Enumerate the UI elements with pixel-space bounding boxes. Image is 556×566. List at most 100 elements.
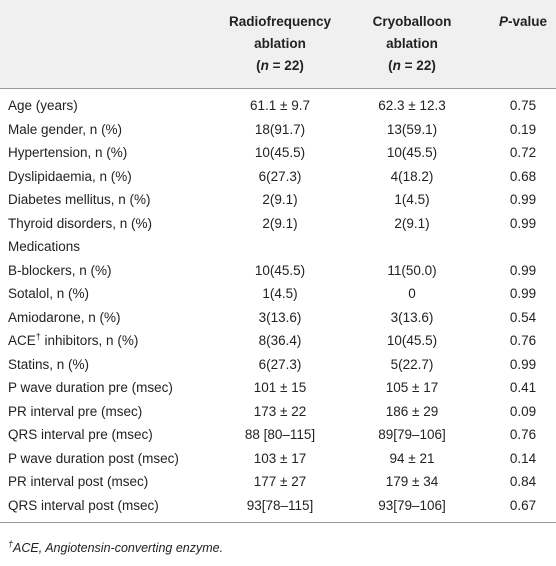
cell-value: 3(13.6) xyxy=(258,309,302,325)
cell-value: 10(45.5) xyxy=(386,333,438,348)
cell-value: 10(45.5) xyxy=(386,145,438,160)
cell-value: 103 ± 17 xyxy=(253,450,307,466)
label-text: Hypertension, n (%) xyxy=(8,145,128,160)
label-text: P wave duration pre (msec) xyxy=(8,380,173,395)
cell-value: 13(59.1) xyxy=(386,121,438,137)
cell-value: 2(9.1) xyxy=(262,215,298,231)
cell-value: 0.14 xyxy=(509,450,537,466)
row-label: Dyslipidaemia, n (%) xyxy=(8,168,132,186)
cell-value: 0.67 xyxy=(509,497,537,513)
cell-value: 8(36.4) xyxy=(258,333,302,348)
cell-value: 0.19 xyxy=(509,121,537,137)
row-label: QRS interval pre (msec) xyxy=(8,426,153,444)
cell-value: 105 ± 17 xyxy=(385,380,439,395)
label-text: Diabetes mellitus, n (%) xyxy=(8,192,151,207)
label-text: Amiodarone, n (%) xyxy=(8,309,121,325)
row-label: ACE† inhibitors, n (%) xyxy=(8,332,138,350)
cell-value: 0.72 xyxy=(509,145,537,160)
label-text: Medications xyxy=(8,239,81,254)
n-part: n xyxy=(392,58,401,73)
n-part: = 22) xyxy=(268,58,304,73)
cell-value: 2(9.1) xyxy=(394,215,430,231)
header-background xyxy=(0,0,556,89)
row-label: P wave duration pre (msec) xyxy=(8,379,173,397)
column-header: Radiofrequency xyxy=(228,14,332,29)
p-part: -value xyxy=(507,14,548,29)
column-header: ablation xyxy=(386,36,438,51)
label-text: Statins, n (%) xyxy=(8,356,90,372)
row-label: Thyroid disorders, n (%) xyxy=(8,215,152,233)
cell-value: 1(4.5) xyxy=(262,286,298,301)
cell-value: 88 [80–115] xyxy=(244,427,316,442)
n-part: ( xyxy=(388,58,393,73)
row-label: Sotalol, n (%) xyxy=(8,285,89,303)
label-text: Age (years) xyxy=(8,98,78,113)
cell-value: 0.41 xyxy=(509,380,537,395)
row-label: Statins, n (%) xyxy=(8,356,89,374)
label-text: PR interval post (msec) xyxy=(8,474,149,489)
cell-value: 0.99 xyxy=(509,286,537,301)
cell-value: 179 ± 34 xyxy=(385,474,439,489)
cell-value: 0.75 xyxy=(509,98,537,113)
cell-value: 173 ± 22 xyxy=(253,403,307,419)
p-part: P xyxy=(498,14,508,29)
row-label: Amiodarone, n (%) xyxy=(8,309,121,327)
label-text: inhibitors, n (%) xyxy=(40,333,139,348)
label-text: QRS interval pre (msec) xyxy=(8,427,153,442)
cell-value: 0 xyxy=(408,286,416,301)
footnote-text: ACE, Angiotensin-converting enzyme. xyxy=(13,541,224,555)
row-label: Hypertension, n (%) xyxy=(8,144,127,162)
column-header: ablation xyxy=(254,36,306,51)
cell-value: 0.99 xyxy=(509,215,537,231)
cell-value: 5(22.7) xyxy=(390,356,434,372)
label-text: P wave duration post (msec) xyxy=(8,450,179,466)
cell-value: 94 ± 21 xyxy=(389,450,435,466)
label-text: Sotalol, n (%) xyxy=(8,286,90,301)
row-label: PR interval pre (msec) xyxy=(8,403,142,421)
cell-value: 61.1 ± 9.7 xyxy=(250,98,310,113)
cell-value: 0.54 xyxy=(509,309,537,325)
cell-value: 93[79–106] xyxy=(378,497,446,513)
label-text: Male gender, n (%) xyxy=(8,121,123,137)
cell-value: 0.99 xyxy=(509,356,537,372)
cell-value: 4(18.2) xyxy=(390,168,434,184)
column-header: Cryoballoon xyxy=(372,14,452,29)
row-label: P wave duration post (msec) xyxy=(8,450,179,468)
row-label: Age (years) xyxy=(8,97,78,115)
label-text: QRS interval post (msec) xyxy=(8,497,159,513)
n-part: = 22) xyxy=(400,58,436,73)
row-label: Male gender, n (%) xyxy=(8,121,122,139)
cell-value: 0.09 xyxy=(509,403,537,419)
cell-value: 89[79–106] xyxy=(378,427,446,442)
label-text: Thyroid disorders, n (%) xyxy=(8,215,153,231)
cell-value: 6(27.3) xyxy=(258,356,302,372)
cell-value: 18(91.7) xyxy=(254,121,306,137)
cell-value: 3(13.6) xyxy=(390,309,434,325)
row-label: Diabetes mellitus, n (%) xyxy=(8,191,151,209)
label-sup: † xyxy=(35,331,41,342)
cell-value: 177 ± 27 xyxy=(253,474,307,489)
cell-value: 1(4.5) xyxy=(394,192,430,207)
label-text: Dyslipidaemia, n (%) xyxy=(8,168,132,184)
cell-value: 0.99 xyxy=(509,262,537,278)
column-header: P-value xyxy=(499,13,547,31)
row-label: PR interval post (msec) xyxy=(8,473,148,491)
cell-value: 186 ± 29 xyxy=(385,403,439,419)
footnote-mark: † xyxy=(8,538,14,549)
label-text: ACE xyxy=(8,333,36,348)
label-text: B-blockers, n (%) xyxy=(8,262,112,278)
row-label: Medications xyxy=(8,238,80,256)
label-text: PR interval pre (msec) xyxy=(8,403,143,419)
cell-value: 101 ± 15 xyxy=(253,380,307,395)
n-part: n xyxy=(260,58,269,73)
cell-value: 10(45.5) xyxy=(254,262,306,278)
column-n: (n = 22) xyxy=(256,57,304,75)
cell-value: 10(45.5) xyxy=(254,145,306,160)
cell-value: 0.76 xyxy=(509,333,537,348)
cell-value: 0.68 xyxy=(509,168,537,184)
cell-value: 0.99 xyxy=(509,192,537,207)
cell-value: 2(9.1) xyxy=(262,192,298,207)
row-label: B-blockers, n (%) xyxy=(8,262,112,280)
n-part: ( xyxy=(256,58,261,73)
